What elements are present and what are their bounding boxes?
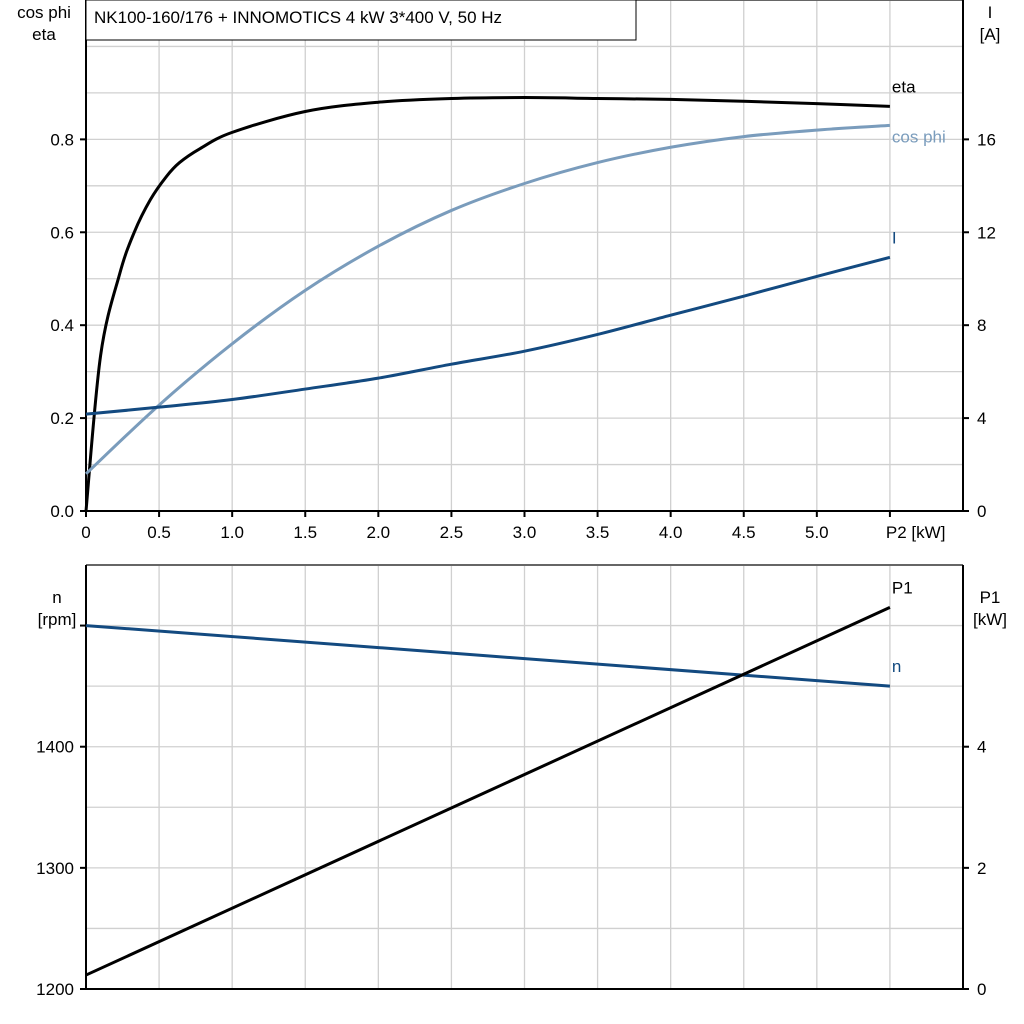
plot-panel-2: 1200 1300 1400 0 2 4 n [rpm] P1 [kW] n P1 xyxy=(36,564,1007,999)
series-label-n: n xyxy=(892,657,901,676)
x-tick-label: 4.5 xyxy=(732,523,756,542)
left-axis-label: cos phi xyxy=(17,3,71,22)
right-tick-label: 4 xyxy=(977,738,986,757)
left-tick-label: 1300 xyxy=(36,859,74,878)
x-tick-label: 2.0 xyxy=(367,523,391,542)
x-tick-label: 3.0 xyxy=(513,523,537,542)
x-tick-label: 1.0 xyxy=(220,523,244,542)
right-axis-label: I xyxy=(988,3,993,22)
left-axis-label: eta xyxy=(32,25,56,44)
right-axis-label: [kW] xyxy=(973,610,1007,629)
series-label-cos-phi: cos phi xyxy=(892,127,946,146)
chart-title: NK100-160/176 + INNOMOTICS 4 kW 3*400 V,… xyxy=(94,8,502,27)
series-label-i: I xyxy=(892,228,897,247)
x-tick-label: 0 xyxy=(81,523,90,542)
left-tick-label: 0.6 xyxy=(50,223,74,242)
series-line-cos-phi xyxy=(84,123,891,475)
title-box xyxy=(85,0,637,41)
series-label-eta: eta xyxy=(892,77,916,96)
right-axis-label: [A] xyxy=(980,25,1001,44)
left-tick-label: 0.8 xyxy=(50,130,74,149)
left-tick-label: 0.4 xyxy=(50,316,74,335)
series-label-p1: P1 xyxy=(892,578,913,597)
left-tick-label: 1200 xyxy=(36,980,74,999)
x-tick-label: 4.0 xyxy=(659,523,683,542)
x-axis-label: P2 [kW] xyxy=(886,523,946,542)
right-tick-label: 16 xyxy=(977,130,996,149)
left-tick-label: 0.2 xyxy=(50,409,74,428)
left-tick-label: 0.0 xyxy=(50,502,74,521)
x-tick-label: 3.5 xyxy=(586,523,610,542)
right-tick-label: 12 xyxy=(977,223,996,242)
series-line-i xyxy=(85,255,891,416)
x-tick-label: 1.5 xyxy=(293,523,317,542)
series-line-p1 xyxy=(85,606,891,977)
left-axis-label: [rpm] xyxy=(38,610,77,629)
right-tick-label: 0 xyxy=(977,502,986,521)
x-tick-label: 2.5 xyxy=(440,523,464,542)
series-line-eta xyxy=(84,96,890,512)
left-axis-label: n xyxy=(52,588,61,607)
right-tick-label: 8 xyxy=(977,316,986,335)
right-tick-label: 0 xyxy=(977,980,986,999)
plot-panel-1: 0.0 0.2 0.4 0.6 0.8 0 4 8 12 16 cos phi eta I [A] 0 0.5… xyxy=(17,0,1000,542)
right-tick-label: 2 xyxy=(977,859,986,878)
x-tick-label: 5.0 xyxy=(805,523,829,542)
right-axis-label: P1 xyxy=(980,588,1001,607)
x-tick-label: 0.5 xyxy=(147,523,171,542)
series-line-n xyxy=(85,624,891,688)
left-tick-label: 1400 xyxy=(36,738,74,757)
right-tick-label: 4 xyxy=(977,409,986,428)
